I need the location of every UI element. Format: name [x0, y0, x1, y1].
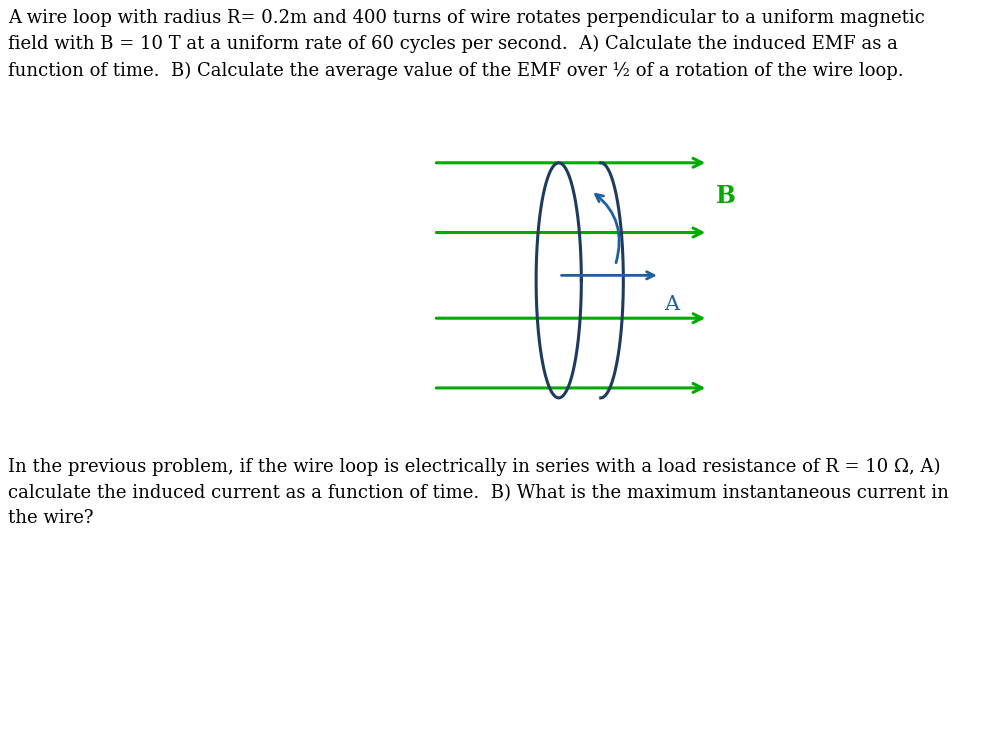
Text: B: B	[716, 184, 736, 207]
Text: A: A	[664, 295, 679, 314]
Text: In the previous problem, if the wire loop is electrically in series with a load : In the previous problem, if the wire loo…	[8, 458, 949, 528]
FancyArrowPatch shape	[596, 194, 620, 263]
Text: A wire loop with radius R= 0.2m and 400 turns of wire rotates perpendicular to a: A wire loop with radius R= 0.2m and 400 …	[8, 10, 925, 79]
